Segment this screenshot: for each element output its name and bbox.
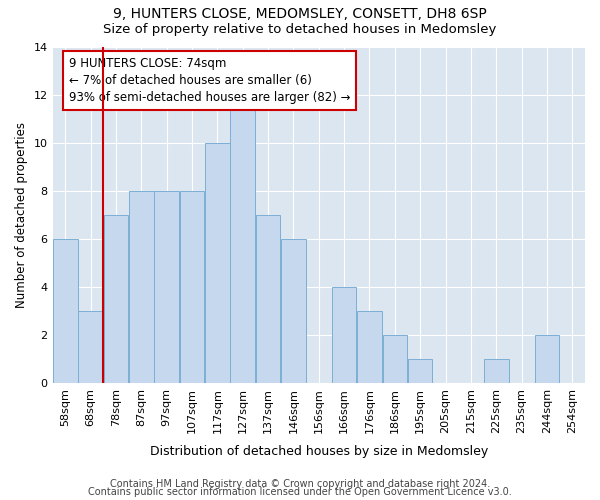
Bar [535, 336, 559, 384]
Bar [230, 94, 255, 384]
Text: Size of property relative to detached houses in Medomsley: Size of property relative to detached ho… [103, 22, 497, 36]
Y-axis label: Number of detached properties: Number of detached properties [15, 122, 28, 308]
Text: Contains HM Land Registry data © Crown copyright and database right 2024.: Contains HM Land Registry data © Crown c… [110, 479, 490, 489]
Text: 9 HUNTERS CLOSE: 74sqm
← 7% of detached houses are smaller (6)
93% of semi-detac: 9 HUNTERS CLOSE: 74sqm ← 7% of detached … [68, 56, 350, 104]
Bar [104, 215, 128, 384]
Bar [129, 191, 154, 384]
Bar [383, 336, 407, 384]
Bar [154, 191, 179, 384]
Text: Contains public sector information licensed under the Open Government Licence v3: Contains public sector information licen… [88, 487, 512, 497]
Bar [205, 143, 230, 384]
X-axis label: Distribution of detached houses by size in Medomsley: Distribution of detached houses by size … [149, 444, 488, 458]
Bar [357, 311, 382, 384]
Bar [281, 239, 306, 384]
Bar [78, 311, 103, 384]
Bar [484, 360, 509, 384]
Bar [53, 239, 77, 384]
Text: 9, HUNTERS CLOSE, MEDOMSLEY, CONSETT, DH8 6SP: 9, HUNTERS CLOSE, MEDOMSLEY, CONSETT, DH… [113, 8, 487, 22]
Bar [408, 360, 433, 384]
Bar [179, 191, 204, 384]
Bar [332, 287, 356, 384]
Bar [256, 215, 280, 384]
